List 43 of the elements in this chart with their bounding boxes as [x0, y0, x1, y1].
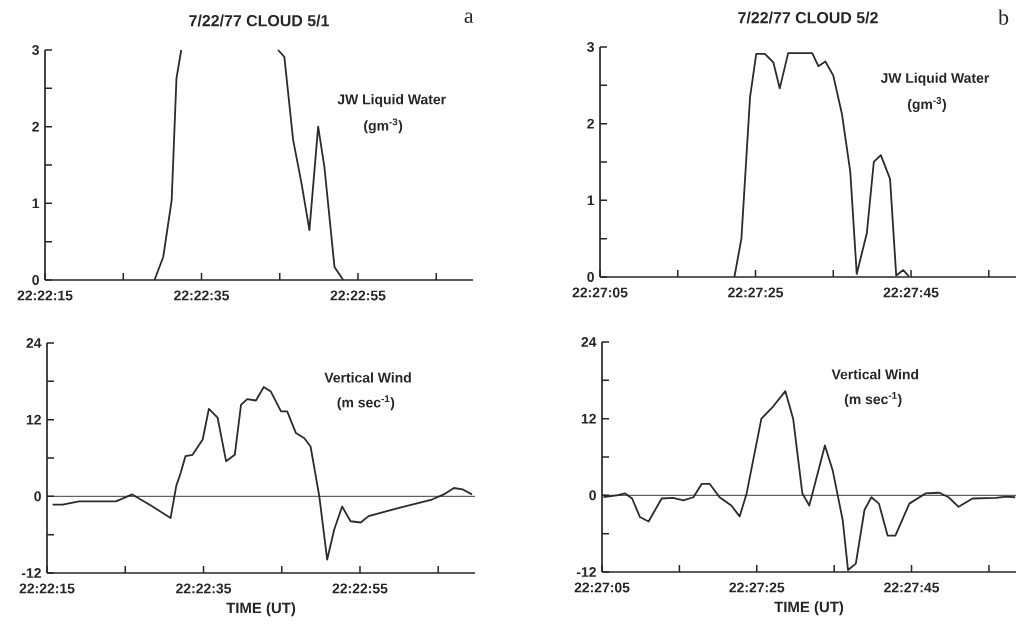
- x-axis-title: TIME (UT): [226, 602, 296, 617]
- x-tick-label: 22:27:45: [883, 287, 939, 298]
- y-tick-label: 12: [581, 413, 596, 424]
- y-tick-label: 2: [32, 121, 39, 132]
- y-tick-label: 0: [32, 275, 39, 285]
- y-tick-label: 0: [587, 272, 594, 282]
- x-axis-title: TIME (UT): [774, 601, 844, 616]
- chart-title: 7/22/77 CLOUD 5/1: [189, 14, 329, 27]
- y-tick-label: 1: [587, 195, 595, 206]
- x-tick-label: 22:22:35: [176, 583, 232, 594]
- x-tick-label: 22:27:45: [884, 582, 940, 593]
- y-tick-label: 12: [26, 414, 41, 425]
- line-series: [51, 386, 473, 561]
- y-tick-label: 24: [581, 337, 597, 347]
- y-tick-label: 1: [32, 198, 40, 209]
- y-tick-label: 2: [587, 118, 594, 129]
- text: a: [464, 12, 474, 24]
- x-tick-label: 22:22:55: [330, 290, 386, 301]
- x-tick-label: 22:27:25: [729, 582, 785, 593]
- y-tick-label: 3: [587, 42, 594, 52]
- annotation: Vertical Wind: [831, 369, 919, 380]
- y-tick-label: -12: [576, 567, 596, 577]
- x-tick-label: 22:22:15: [17, 290, 73, 301]
- y-tick-label: -12: [21, 568, 41, 578]
- annotation: (gm$^{-3}$): [364, 118, 403, 134]
- y-tick-label: 0: [589, 490, 596, 501]
- y-tick-label: 0: [34, 491, 41, 502]
- x-tick-label: 22:22:35: [174, 290, 230, 301]
- x-tick-label: 22:22:15: [19, 583, 75, 594]
- chart-title: 7/22/77 CLOUD 5/2: [738, 11, 878, 24]
- annotation: (gm$^{-3}$): [907, 97, 946, 112]
- annotation: JW Liquid Water: [337, 94, 446, 108]
- x-tick-label: 22:22:55: [332, 583, 388, 594]
- annotation: Vertical Wind: [324, 372, 411, 383]
- text: b: [998, 9, 1009, 25]
- annotation: (m sec$^{-1}$): [337, 395, 395, 411]
- x-tick-label: 22:27:05: [574, 582, 630, 593]
- x-tick-label: 22:27:25: [728, 287, 784, 298]
- annotation: JW Liquid Water: [880, 72, 990, 86]
- y-tick-label: 24: [26, 338, 42, 348]
- x-tick-label: 22:27:05: [572, 287, 628, 298]
- y-tick-label: 3: [32, 45, 39, 55]
- annotation: (m sec$^{-1}$): [844, 392, 902, 407]
